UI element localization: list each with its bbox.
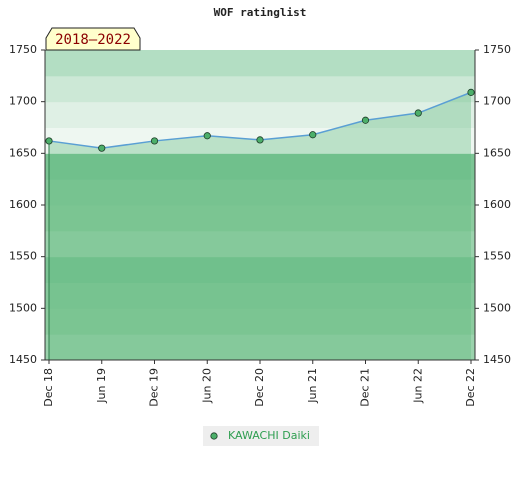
y-tick-label: 1600	[9, 198, 37, 211]
y-tick-label: 1550	[9, 250, 37, 263]
band	[45, 205, 475, 232]
marker	[98, 144, 106, 152]
y2-tick-label: 1650	[483, 146, 511, 159]
legend-marker	[210, 432, 218, 440]
annotation-box	[45, 27, 141, 51]
background	[45, 50, 475, 361]
y2-tick-label: 1600	[483, 198, 511, 211]
marker	[361, 116, 370, 124]
marker	[45, 137, 53, 145]
legend-box	[203, 426, 319, 446]
x-tick-label: Jun 21	[306, 368, 319, 404]
y-tick-label: 1650	[9, 146, 37, 159]
band	[45, 256, 475, 283]
x-tick-label: Dec 20	[253, 368, 266, 407]
band	[45, 230, 475, 258]
x-tick-label: Dec 22	[464, 368, 477, 407]
legend-label: KAWACHI Daiki	[228, 429, 310, 442]
y-tick-label: 1700	[9, 95, 37, 108]
y2-tick-label: 1450	[483, 353, 511, 366]
y-tick-label: 1750	[9, 43, 37, 56]
band	[45, 179, 475, 206]
x-tick-label: Jun 20	[200, 368, 213, 404]
annotation: 2018–2022	[55, 32, 131, 48]
y2-tick-label: 1550	[483, 250, 511, 263]
band	[45, 153, 475, 180]
y2-tick-label: 1700	[483, 95, 511, 108]
x-tick-label: Dec 21	[359, 368, 372, 407]
area	[49, 92, 471, 360]
marker	[414, 109, 422, 117]
band	[45, 308, 475, 335]
marker	[203, 132, 211, 140]
marker	[309, 131, 317, 139]
y-tick-label: 1450	[9, 353, 37, 366]
band	[45, 334, 475, 361]
band	[45, 50, 475, 77]
y2-tick-label: 1750	[483, 43, 511, 56]
marker	[256, 136, 264, 144]
x-tick-label: Jun 19	[95, 368, 108, 404]
chart-title: WOF ratinglist	[214, 6, 307, 19]
marker	[150, 137, 159, 145]
x-tick-label: Dec 19	[148, 368, 161, 407]
band	[45, 282, 475, 309]
band	[45, 75, 475, 103]
marker	[467, 88, 475, 96]
y2-tick-label: 1500	[483, 301, 511, 314]
x-tick-label: Jun 22	[411, 368, 424, 404]
y-tick-label: 1500	[9, 301, 37, 314]
x-tick-label: Dec 18	[42, 368, 55, 407]
